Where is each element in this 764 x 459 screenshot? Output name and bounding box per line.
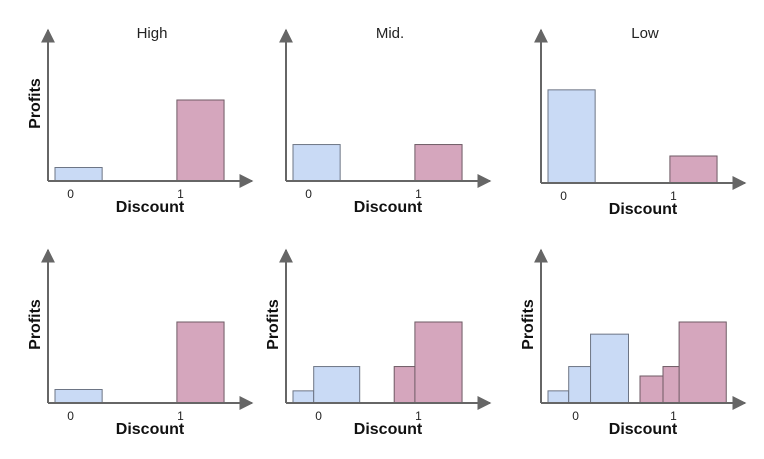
bar-0-3	[590, 333, 629, 404]
x-tick-label: 1	[670, 409, 677, 423]
x-tick-label: 0	[305, 187, 312, 201]
x-tick-label: 1	[415, 187, 422, 201]
panel-title: High	[137, 25, 168, 42]
y-axis-label: Profits	[520, 299, 537, 350]
panel-title: Mid.	[376, 25, 404, 42]
x-axis-label: Discount	[609, 421, 678, 438]
y-axis-label: Profits	[27, 299, 44, 350]
x-tick-label: 0	[67, 409, 74, 423]
bar-0-1	[54, 167, 103, 182]
x-tick-label: 0	[315, 409, 322, 423]
bar-0-1	[292, 390, 315, 404]
panel-title: Low	[631, 25, 659, 42]
bar-1-6	[678, 321, 727, 404]
x-axis-label: Discount	[116, 421, 185, 438]
bar-0-2	[313, 366, 361, 404]
x-tick-label: 0	[560, 189, 567, 203]
x-axis-label: Discount	[354, 199, 423, 216]
x-tick-label: 0	[67, 187, 74, 201]
y-axis-label: Profits	[27, 78, 44, 129]
x-axis-label: Discount	[354, 421, 423, 438]
bar-0-2	[568, 366, 592, 404]
x-axis-label: Discount	[116, 199, 185, 216]
x-tick-label: 1	[670, 189, 677, 203]
bar-0-1	[547, 390, 570, 404]
bar-1-2	[176, 99, 225, 182]
bar-1-2	[176, 321, 225, 404]
x-tick-label: 1	[415, 409, 422, 423]
x-tick-label: 0	[572, 409, 579, 423]
bar-0-1	[292, 144, 341, 182]
bar-1-2	[669, 155, 718, 184]
x-tick-label: 1	[177, 187, 184, 201]
bar-1-2	[414, 144, 463, 182]
y-axis-label: Profits	[265, 299, 282, 350]
bar-0-1	[54, 389, 103, 404]
x-tick-label: 1	[177, 409, 184, 423]
bar-1-4	[414, 321, 463, 404]
x-axis-label: Discount	[609, 201, 678, 218]
bar-0-1	[547, 89, 596, 184]
